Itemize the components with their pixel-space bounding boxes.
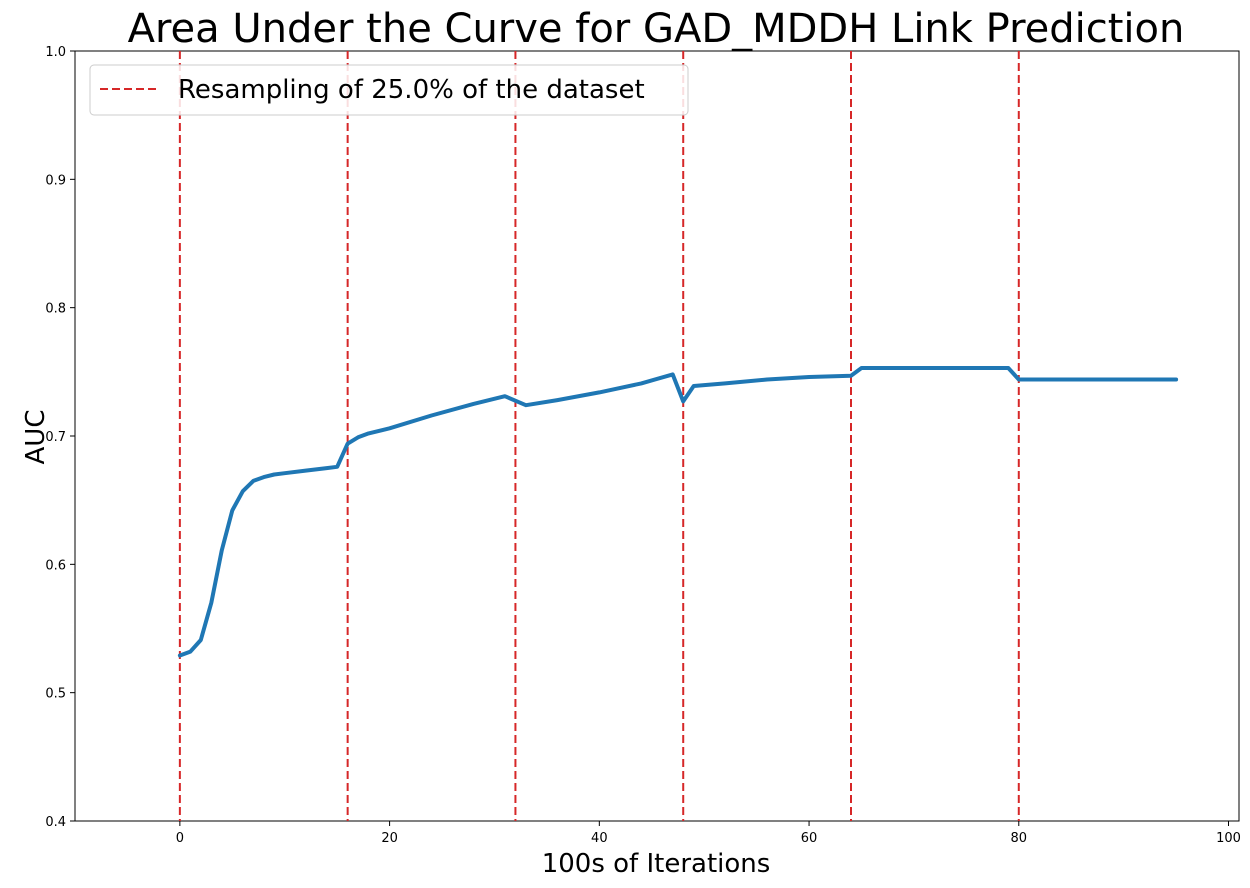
- legend: Resampling of 25.0% of the dataset: [89, 64, 689, 116]
- legend-box: [89, 64, 689, 116]
- y-tick-label: 0.8: [45, 302, 66, 317]
- x-axis-label: 100s of Iterations: [542, 849, 771, 879]
- y-tick-label: 0.9: [45, 173, 66, 188]
- x-tick-label: 80: [1011, 831, 1028, 846]
- y-tick-label: 1.0: [45, 45, 66, 60]
- y-axis-label: AUC: [21, 410, 51, 465]
- x-tick-label: 40: [591, 831, 608, 846]
- y-tick-label: 0.6: [45, 558, 66, 573]
- legend-entry-resampling: Resampling of 25.0% of the dataset: [178, 75, 645, 105]
- plot-frame: [74, 50, 1240, 822]
- x-tick-label: 100: [1216, 831, 1241, 846]
- auc-series-line: [177, 366, 1179, 658]
- y-tick-label: 0.7: [45, 430, 66, 445]
- x-tick-label: 20: [381, 831, 398, 846]
- y-tick-label: 0.4: [45, 815, 66, 830]
- plot-area: 0 20 40 60 80 100 0.4 0.5 0.6 0.7 0.8 0.9 1.0: [45, 45, 1241, 846]
- chart-title: Area Under the Curve for GAD_MDDH Link P…: [128, 6, 1185, 52]
- x-tick-label: 60: [801, 831, 818, 846]
- y-tick-label: 0.5: [45, 687, 66, 702]
- x-tick-label: 0: [176, 831, 184, 846]
